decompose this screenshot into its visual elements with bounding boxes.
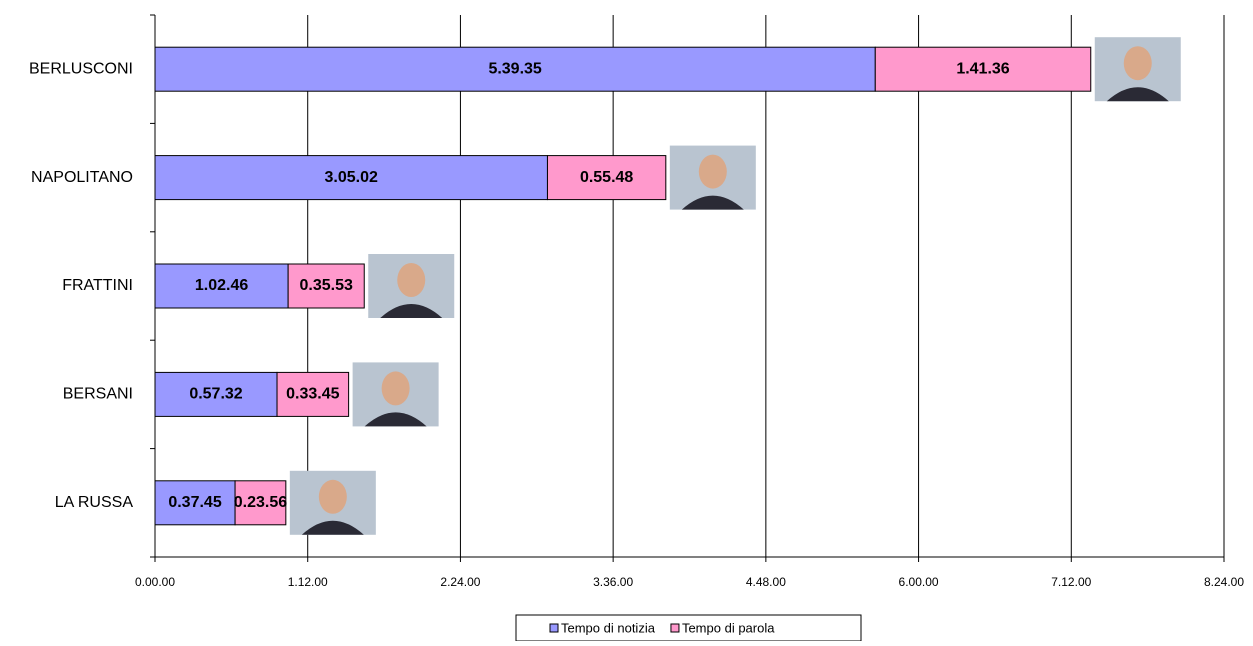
value-label: 0.55.48	[580, 169, 633, 186]
photo	[352, 362, 439, 427]
photo-head	[381, 371, 410, 406]
x-tick-label: 3.36.00	[593, 575, 633, 589]
photo-head	[397, 263, 426, 297]
value-label: 0.57.32	[189, 386, 242, 403]
photo-body	[380, 304, 443, 318]
bar	[154, 480, 236, 526]
legend-swatch	[670, 623, 680, 633]
x-tick-label: 1.12.00	[288, 575, 328, 589]
bar	[546, 155, 667, 201]
value-label: 0.23.56	[234, 494, 287, 511]
value-label: 1.41.36	[956, 60, 1009, 77]
photo	[289, 470, 376, 535]
photo-head	[318, 479, 347, 514]
photo-body	[681, 195, 744, 210]
bar	[234, 480, 287, 526]
bar	[154, 263, 289, 309]
x-tick-label: 8.24.00	[1204, 575, 1244, 589]
photo	[1094, 37, 1181, 102]
photo-body	[301, 520, 364, 535]
bar	[154, 371, 278, 417]
bar	[287, 263, 365, 309]
photo	[669, 145, 756, 210]
category-label: LA RUSSA	[55, 494, 134, 511]
photo-body	[364, 412, 427, 427]
legend-label: Tempo di notizia	[561, 620, 656, 635]
category-label: BERLUSCONI	[29, 60, 133, 77]
x-tick-label: 7.12.00	[1051, 575, 1091, 589]
bar	[874, 46, 1092, 92]
x-tick-label: 4.48.00	[746, 575, 786, 589]
photo-body	[1106, 87, 1169, 102]
category-label: BERSANI	[63, 386, 133, 403]
value-label: 1.02.46	[195, 277, 248, 294]
photo	[368, 254, 455, 318]
bar	[154, 46, 876, 92]
x-tick-label: 6.00.00	[899, 575, 939, 589]
value-label: 0.33.45	[286, 386, 339, 403]
category-label: NAPOLITANO	[31, 169, 133, 186]
photo-head	[698, 154, 727, 189]
legend-swatch	[549, 623, 559, 633]
value-label: 3.05.02	[325, 169, 378, 186]
legend-label: Tempo di parola	[682, 620, 775, 635]
value-label: 0.35.53	[299, 277, 352, 294]
x-tick-label: 0.00.00	[135, 575, 175, 589]
value-label: 5.39.35	[488, 60, 541, 77]
photo-head	[1123, 46, 1152, 81]
category-label: FRATTINI	[62, 277, 133, 294]
value-label: 0.37.45	[168, 494, 221, 511]
x-tick-label: 2.24.00	[440, 575, 480, 589]
bar	[276, 371, 350, 417]
